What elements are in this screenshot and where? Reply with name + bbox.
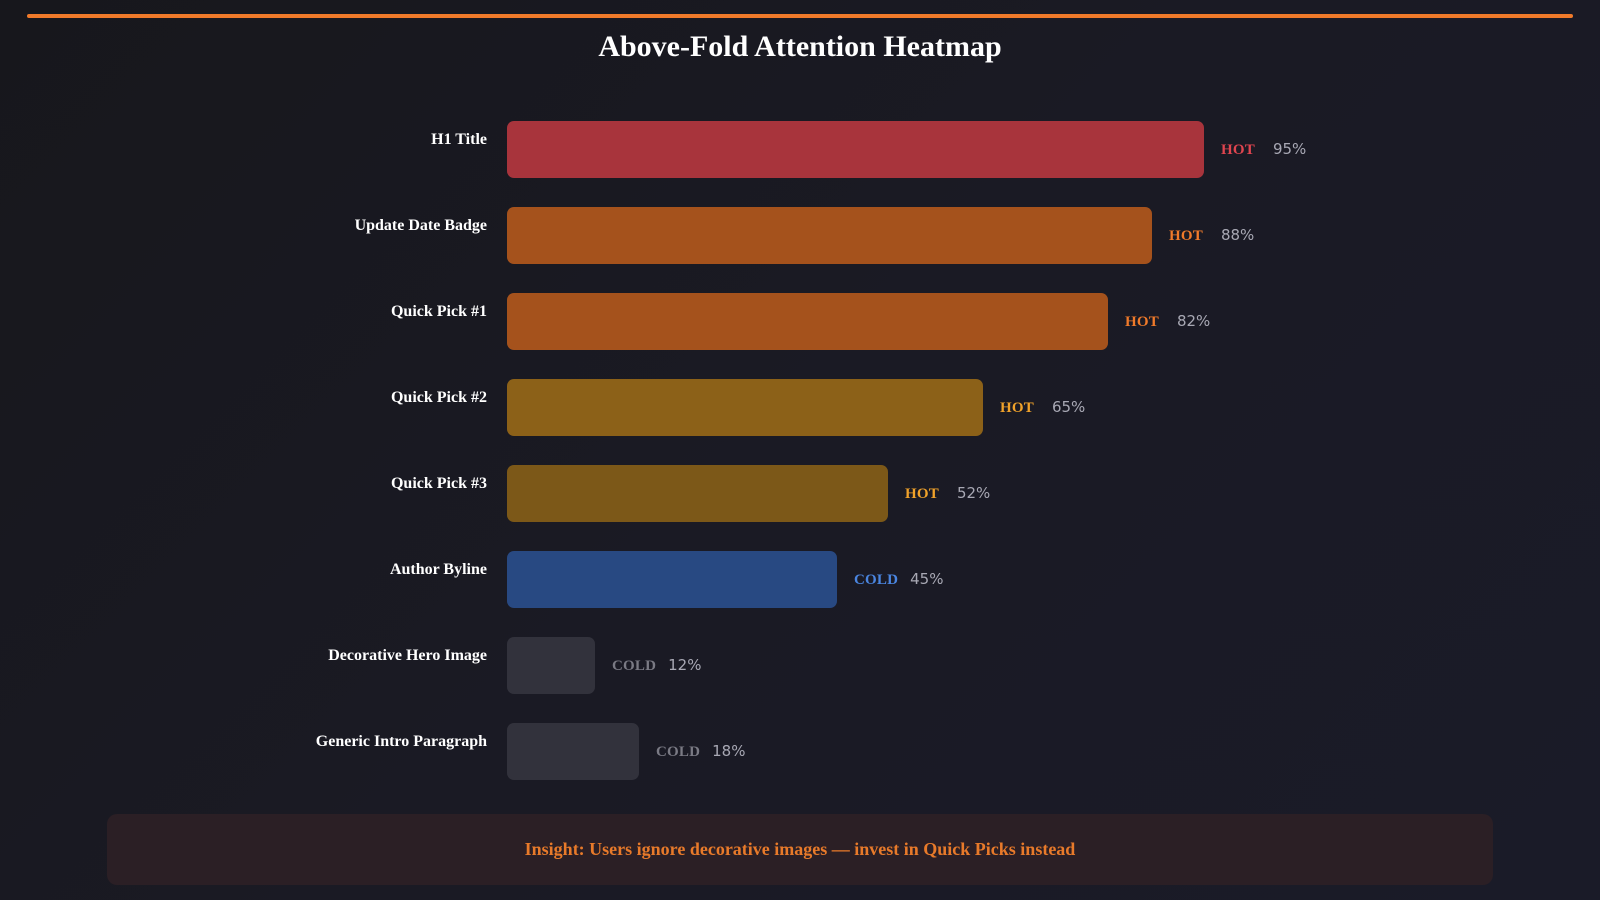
- percent-value: 52%: [956, 484, 991, 502]
- bar-label: H1 Title: [431, 131, 487, 148]
- bar-annotation: HOT 88%: [1169, 226, 1254, 245]
- status-badge: HOT: [1125, 314, 1159, 330]
- bar-row: Quick Pick #3 HOT 52%: [0, 465, 1600, 522]
- attention-bar: [507, 121, 1204, 178]
- bar-annotation: HOT 95%: [1221, 140, 1306, 159]
- percent-value: 82%: [1176, 312, 1211, 330]
- attention-bar: [507, 207, 1152, 264]
- percent-value: 18%: [712, 742, 746, 760]
- percent-value: 65%: [1051, 398, 1086, 416]
- status-badge: HOT: [905, 486, 939, 502]
- bar-label: Author Byline: [389, 561, 487, 578]
- percent-value: 95%: [1272, 140, 1307, 158]
- bar-annotation: HOT 52%: [905, 484, 990, 503]
- status-badge: COLD: [656, 744, 701, 760]
- bar-label: Generic Intro Paragraph: [315, 733, 487, 750]
- accent-top-bar: [27, 14, 1573, 18]
- attention-bar: [507, 379, 983, 436]
- insight-text: Insight: Users ignore decorative images …: [524, 839, 1076, 859]
- attention-bar: [507, 723, 639, 780]
- bar-row: Quick Pick #1 HOT 82%: [0, 293, 1600, 350]
- percent-value: 45%: [910, 570, 944, 588]
- status-badge: HOT: [1221, 142, 1255, 158]
- attention-bar: [507, 551, 837, 608]
- bar-label: Decorative Hero Image: [328, 647, 487, 664]
- attention-bar: [507, 465, 888, 522]
- bar-annotation: COLD 18%: [656, 742, 745, 761]
- bar-annotation: COLD 45%: [854, 570, 943, 589]
- percent-value: 12%: [668, 656, 702, 674]
- bar-row: Author Byline COLD 45%: [0, 551, 1600, 608]
- attention-bar: [507, 293, 1108, 350]
- bar-label: Quick Pick #3: [390, 475, 487, 492]
- bar-annotation: COLD 12%: [612, 656, 701, 675]
- bar-label: Quick Pick #2: [390, 389, 487, 406]
- bar-row: Decorative Hero Image COLD 12%: [0, 637, 1600, 694]
- bar-row: Quick Pick #2 HOT 65%: [0, 379, 1600, 436]
- status-badge: HOT: [1000, 400, 1034, 416]
- bar-row: Generic Intro Paragraph COLD 18%: [0, 723, 1600, 780]
- bar-row: H1 Title HOT 95%: [0, 121, 1600, 178]
- attention-bar: [507, 637, 595, 694]
- status-badge: HOT: [1169, 228, 1203, 244]
- chart-title: Above-Fold Attention Heatmap: [598, 30, 1002, 63]
- status-badge: COLD: [854, 572, 899, 588]
- bar-label: Update Date Badge: [354, 217, 487, 234]
- bar-annotation: HOT 82%: [1125, 312, 1210, 331]
- bar-annotation: HOT 65%: [1000, 398, 1085, 417]
- insight-box: Insight: Users ignore decorative images …: [107, 814, 1493, 885]
- status-badge: COLD: [612, 658, 657, 674]
- bar-row: Update Date Badge HOT 88%: [0, 207, 1600, 264]
- percent-value: 88%: [1220, 226, 1255, 244]
- bar-label: Quick Pick #1: [390, 303, 487, 320]
